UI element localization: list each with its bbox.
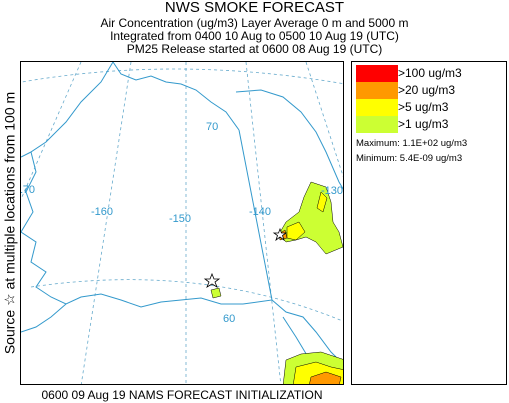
source-star-icon: [203, 272, 221, 288]
meridian-140: [245, 62, 282, 384]
legend-label: >5 ug/m3: [398, 100, 449, 114]
smoke-spot-alaska: [210, 287, 222, 299]
legend-swatch: [356, 116, 398, 133]
latitude-line-70: [21, 68, 343, 85]
source-label-area: Source ☆ at multiple locations from 100 …: [0, 61, 20, 385]
maximum-value: Maximum: 1.1E+02 ug/m3: [356, 138, 468, 149]
source-star-icon: [272, 227, 288, 242]
legend-swatch: [356, 99, 398, 116]
smoke-plume-south: [282, 351, 343, 384]
forecast-map[interactable]: -170 -160 -150 -140 -130 70 60: [20, 61, 344, 385]
lon-label: -130: [321, 185, 343, 197]
legend-label: >20 ug/m3: [398, 83, 456, 97]
meridian-160: [80, 62, 132, 384]
map-canvas: -170 -160 -150 -140 -130 70 60: [21, 62, 343, 384]
legend-panel: >100 ug/m3 >20 ug/m3 >5 ug/m3 >1 ug/m3 M…: [351, 61, 507, 385]
legend-item: >1 ug/m3: [356, 116, 504, 133]
legend-item: >20 ug/m3: [356, 82, 504, 99]
source-stars: [203, 227, 288, 288]
subtitle-release: PM25 Release started at 0600 08 Aug 19 (…: [126, 42, 383, 56]
graticule: [21, 62, 343, 384]
minimum-value: Minimum: 5.4E-09 ug/m3: [356, 153, 463, 164]
lat-label: 70: [206, 121, 218, 133]
meridian-130: [305, 62, 343, 178]
legend-swatch: [356, 65, 398, 82]
latitude-line-60: [30, 279, 343, 322]
legend-label: >1 ug/m3: [398, 117, 449, 131]
legend-item: >100 ug/m3: [356, 65, 504, 82]
legend-label: >100 ug/m3: [398, 66, 462, 80]
lon-label: -170: [21, 184, 35, 196]
lon-label: -150: [169, 213, 191, 225]
forecast-initialization: 0600 09 Aug 19 NAMS FORECAST INITIALIZAT…: [41, 388, 323, 402]
lon-label: -140: [249, 206, 271, 218]
lat-label: 60: [223, 313, 235, 325]
graticule-labels: -170 -160 -150 -140 -130 70 60: [21, 121, 343, 325]
subtitle-integration: Integrated from 0400 10 Aug to 0500 10 A…: [110, 29, 399, 43]
legend-swatch: [356, 82, 398, 99]
meridian-170: [21, 62, 82, 201]
smoke-plume-east: [278, 181, 343, 255]
subtitle-concentration: Air Concentration (ug/m3) Layer Average …: [100, 16, 409, 30]
page-title: NWS SMOKE FORECAST: [164, 0, 345, 16]
legend-item: >5 ug/m3: [356, 99, 504, 116]
source-label: Source ☆ at multiple locations from 100 …: [1, 91, 18, 355]
lon-label: -160: [91, 206, 113, 218]
